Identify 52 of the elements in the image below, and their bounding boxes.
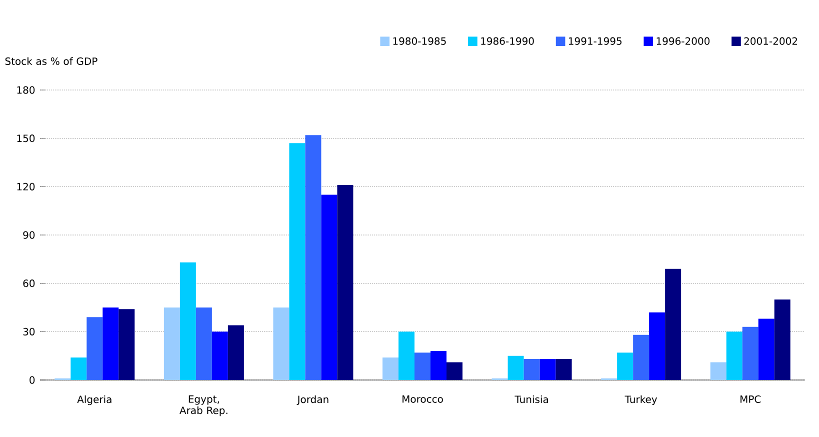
bar [70, 357, 87, 380]
bar [164, 308, 180, 380]
bar [273, 308, 290, 380]
y-axis-title: Stock as % of GDP [5, 57, 98, 65]
bar [665, 268, 682, 380]
bar [180, 262, 196, 380]
legend-label: 1996-2000 [656, 37, 710, 45]
y-tick-label: 180 [17, 86, 35, 94]
bar [228, 325, 244, 380]
bar [86, 317, 103, 380]
y-tick-label: 120 [17, 182, 35, 190]
bar [196, 308, 212, 380]
bar [617, 352, 634, 380]
x-tick-label: Turkey [624, 395, 658, 406]
bar [633, 334, 650, 380]
x-tick-label: Algeria [77, 395, 112, 406]
x-tick-label: Tunisia [514, 395, 548, 404]
bar [556, 359, 572, 380]
x-tick-label: MPC [740, 395, 761, 403]
y-tick-label: 30 [23, 328, 35, 336]
legend-label: 1980-1985 [393, 37, 446, 45]
bar [758, 318, 774, 380]
bar [726, 332, 742, 380]
bar [649, 312, 666, 380]
bar [508, 356, 524, 380]
bar [337, 185, 354, 380]
y-tick-label: 0 [30, 376, 35, 384]
bar [430, 351, 447, 380]
bar [212, 332, 228, 380]
bar [414, 352, 430, 380]
bar [102, 308, 119, 380]
x-tick-label: Egypt, Arab Rep. [180, 395, 228, 416]
legend-label: 1991-1995 [568, 37, 622, 45]
bar [382, 357, 398, 380]
bar [321, 194, 338, 380]
y-tick-label: 60 [23, 280, 35, 288]
x-tick-label: Morocco [402, 395, 443, 403]
bar [524, 359, 540, 380]
legend-label: 1986-1990 [481, 37, 534, 45]
bar [398, 332, 414, 380]
x-tick-label: Jordan [296, 395, 328, 405]
bar [540, 359, 556, 380]
bar [305, 135, 322, 380]
legend-label: 2001-2002 [744, 37, 798, 45]
bar [289, 143, 306, 380]
bar [774, 299, 790, 380]
y-tick-label: 150 [17, 134, 35, 142]
bar [118, 309, 135, 380]
bar [710, 362, 726, 380]
y-tick-label: 90 [23, 231, 35, 239]
bar [742, 326, 758, 380]
bar [446, 362, 462, 380]
